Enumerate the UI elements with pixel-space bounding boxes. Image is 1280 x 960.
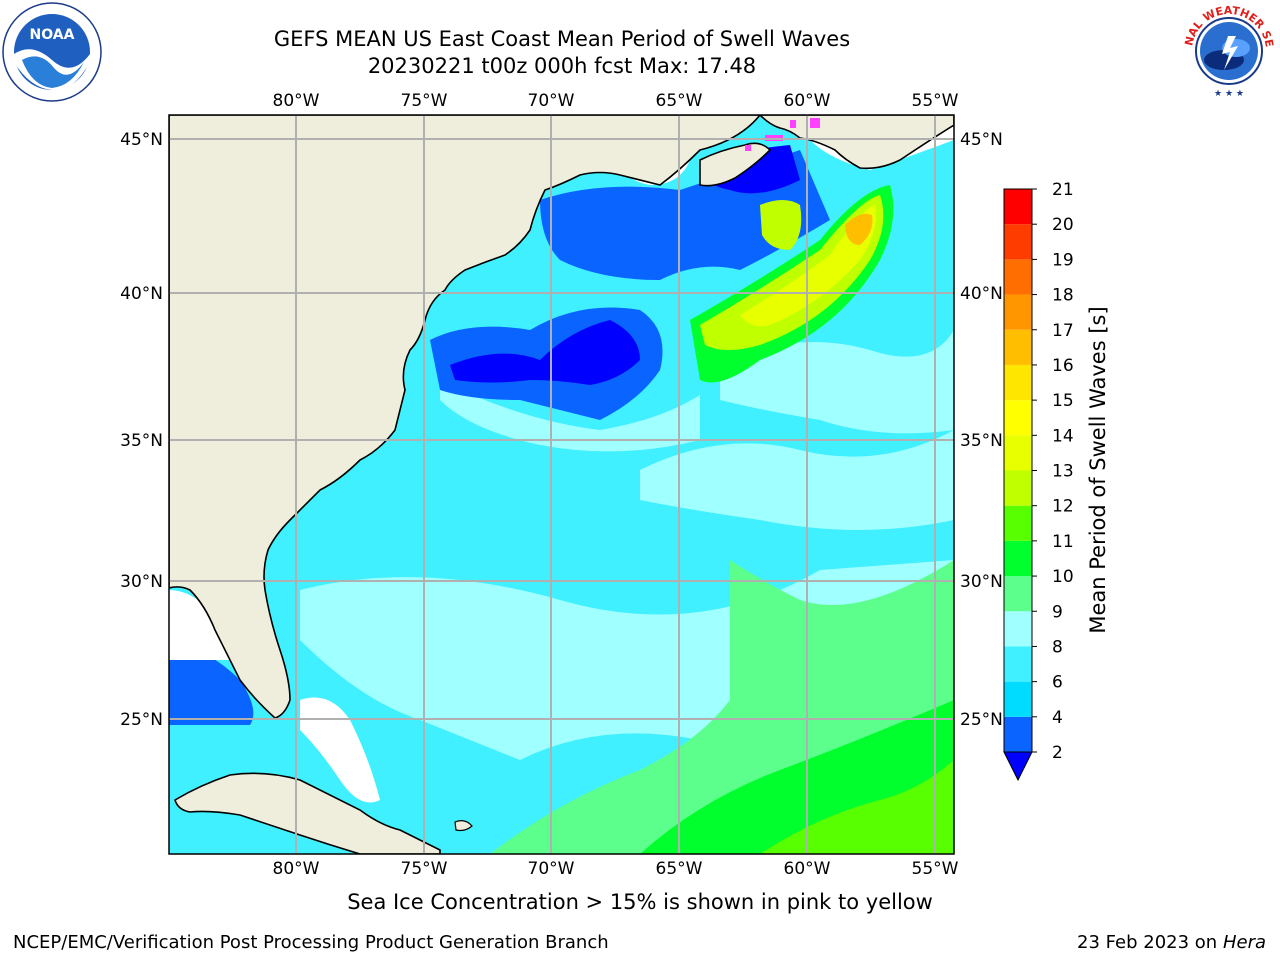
lon-label-bottom: 55°W [912, 859, 959, 879]
colorbar-segment [1004, 224, 1032, 260]
colorbar-tick-label: 4 [1052, 708, 1063, 728]
lon-label-top: 55°W [912, 91, 959, 111]
period-band-16-17-max [845, 213, 873, 245]
lon-label-top: 80°W [273, 91, 320, 111]
period-band-14-15-plume [740, 205, 876, 327]
lat-label-right: 45°N [960, 130, 1003, 150]
period-band-2-4-gulf [169, 640, 254, 725]
colorbar-tick-label: 12 [1052, 497, 1074, 517]
colorbar-tick-label: 10 [1052, 567, 1074, 587]
land-canada-maritimes [758, 115, 954, 170]
lon-label-top: 60°W [784, 91, 831, 111]
footer-host: Hera [1222, 932, 1266, 953]
colorbar-tick-label: 13 [1052, 462, 1074, 482]
colorbar-tick-label: 11 [1052, 532, 1074, 552]
colorbar-under-triangle [1003, 751, 1033, 782]
colorbar-segment [1004, 364, 1032, 401]
colorbar-tick-label: 9 [1052, 602, 1063, 622]
colorbar-tick-label: 16 [1052, 356, 1074, 376]
period-band-12-14-patch [760, 200, 802, 250]
sea-ice-note: Sea Ice Concentration > 15% is shown in … [0, 890, 1280, 914]
colorbar-segment [1004, 681, 1032, 717]
lon-label-bottom: 60°W [784, 859, 831, 879]
land-nova-scotia [699, 142, 772, 187]
colorbar-tick-label: 18 [1052, 286, 1074, 306]
footer-date: 23 Feb 2023 on Hera [1077, 932, 1266, 953]
lat-label-left: 45°N [120, 130, 163, 150]
sea-ice-note-text: Sea Ice Concentration > 15% is shown in … [347, 890, 933, 914]
map-gridlines [169, 115, 954, 854]
sea-ice-speck [790, 120, 796, 128]
colorbar-segment [1004, 189, 1032, 225]
lon-label-top: 65°W [656, 91, 703, 111]
colorbar-tick-label: 6 [1052, 673, 1063, 693]
map-frame [168, 114, 955, 855]
colorbar-tick-label: 21 [1052, 180, 1074, 200]
colorbar-tick-label: 19 [1052, 250, 1074, 270]
land-cuba [174, 772, 441, 854]
lat-label-right: 30°N [960, 572, 1003, 592]
colorbar-segment [1004, 576, 1032, 612]
sea-ice-speck [745, 145, 751, 151]
nodata-bahamas [300, 697, 380, 803]
lat-label-left: 30°N [120, 572, 163, 592]
colorbar-tick-label: 15 [1052, 391, 1074, 411]
chart-title: GEFS MEAN US East Coast Mean Period of S… [273, 27, 851, 51]
lon-label-bottom: 80°W [273, 859, 320, 879]
colorbar-segment [1004, 540, 1032, 577]
colorbar-tick-label: 2 [1052, 743, 1063, 763]
lon-label-bottom: 65°W [656, 859, 703, 879]
colorbar-segment [1004, 259, 1032, 295]
nws-logo: NATIONAL WEATHER SERVICE ★ ★ ★ [1178, 0, 1279, 101]
colorbar-segment [1004, 400, 1032, 436]
period-band-8-9-nw [440, 380, 700, 452]
lat-label-right: 25°N [960, 710, 1003, 730]
colorbar-tick-label: 8 [1052, 637, 1063, 657]
period-band-8-9-east [720, 330, 954, 434]
period-band-under2-core [450, 320, 640, 385]
footer-date-text: 23 Feb 2023 on [1077, 932, 1218, 953]
colorbar-segment [1004, 329, 1032, 365]
lat-label-right: 35°N [960, 431, 1003, 451]
colorbar-segment [1004, 611, 1032, 647]
lat-label-left: 25°N [120, 710, 163, 730]
lon-label-bottom: 75°W [401, 859, 448, 879]
colorbar-segment [1004, 716, 1032, 752]
chart-subtitle-run: 20230221 t00z 000h fcst Max: 17.48 [367, 54, 757, 78]
colorbar-segment [1004, 435, 1032, 471]
map-axis-labels: 80°W 80°W 75°W 75°W 70°W 70°W 65°W 65°W 60°W 60°W… [120, 91, 1003, 879]
colorbar-label: Mean Period of Swell Waves [s] [1086, 306, 1110, 634]
footer-credit: NCEP/EMC/Verification Post Processing Pr… [13, 932, 609, 953]
lon-label-top: 75°W [401, 91, 448, 111]
colorbar-segment [1004, 470, 1032, 506]
lon-label-top: 70°W [528, 91, 575, 111]
period-band-12-14-plume [700, 195, 884, 350]
lon-label-bottom: 70°W [528, 859, 575, 879]
colorbar-segment [1004, 505, 1032, 541]
colorbar-tick-label: 17 [1052, 321, 1074, 341]
period-band-11-12-se [760, 760, 954, 854]
map-plot-area [169, 115, 954, 854]
sea-ice-speck [810, 118, 820, 128]
colorbar-tick-label: 14 [1052, 426, 1074, 446]
colorbar-tick-label: 20 [1052, 215, 1074, 235]
colorbar-segment [1004, 646, 1032, 682]
lat-label-right: 40°N [960, 284, 1003, 304]
lat-label-left: 35°N [120, 431, 163, 451]
island-small-caribbean [454, 820, 473, 832]
noaa-logo: NOAA [2, 2, 102, 102]
colorbar: 2 4 6 8 9 10 11 12 13 14 15 16 17 18 19 20 21 [1003, 180, 1074, 782]
lat-label-left: 40°N [120, 284, 163, 304]
period-band-8-9-mid [640, 430, 954, 530]
noaa-logo-text: NOAA [30, 27, 75, 43]
land-us-east-coast [169, 115, 762, 719]
colorbar-segment [1004, 294, 1032, 330]
svg-text:★ ★ ★: ★ ★ ★ [1214, 89, 1244, 99]
